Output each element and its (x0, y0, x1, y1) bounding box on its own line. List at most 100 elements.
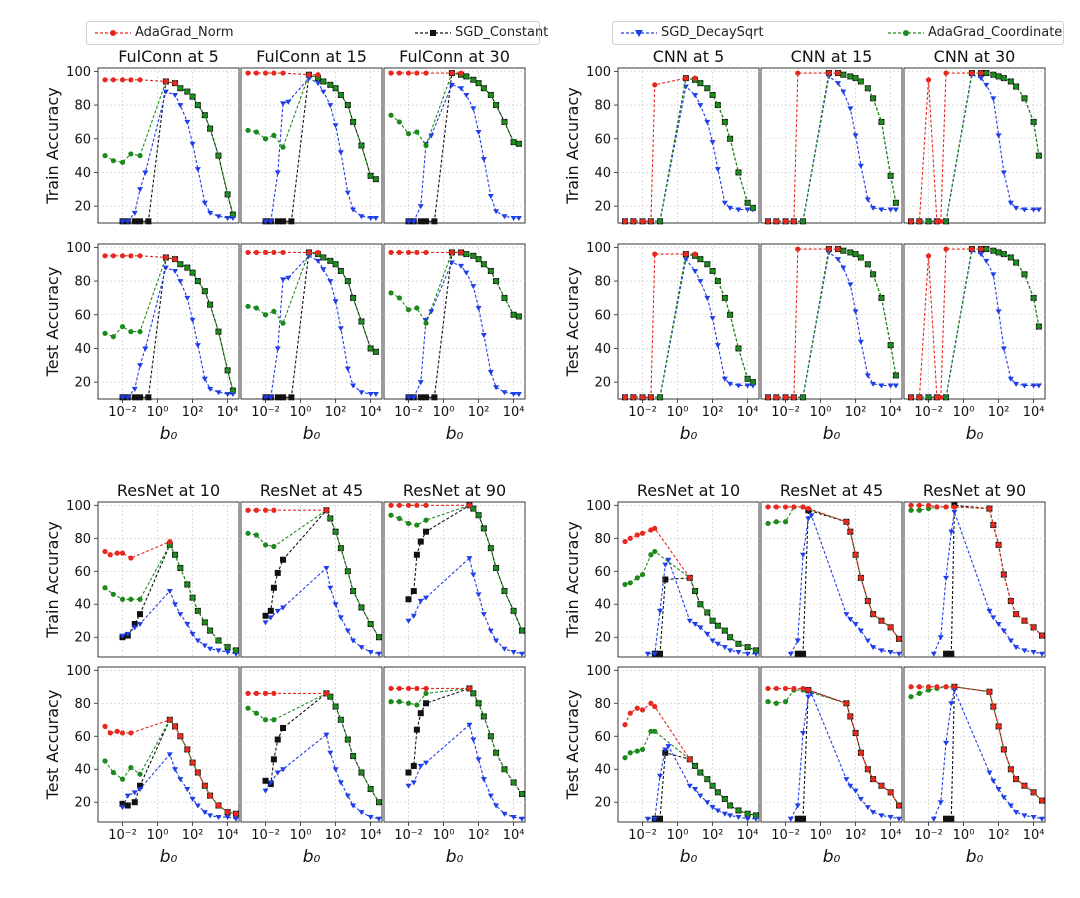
data-point (511, 312, 517, 318)
data-point (865, 598, 871, 604)
data-point (215, 390, 222, 396)
data-point (119, 776, 126, 782)
data-point (177, 612, 184, 618)
data-point (782, 218, 789, 224)
data-point (267, 780, 274, 786)
data-point (943, 504, 949, 510)
data-point (410, 219, 417, 225)
data-point (773, 218, 779, 224)
data-point (358, 604, 365, 611)
data-point (840, 248, 846, 254)
data-point (417, 204, 424, 210)
data-point (892, 207, 899, 213)
data-point (338, 545, 344, 551)
data-point (270, 756, 277, 763)
data-point (752, 816, 759, 822)
data-point (367, 815, 374, 821)
x-axis-label: b₀ (303, 424, 321, 444)
data-point (1013, 381, 1020, 387)
data-point (119, 800, 126, 807)
series-line (408, 84, 519, 222)
data-point (327, 82, 333, 88)
data-point (280, 725, 287, 732)
data-point (683, 251, 689, 257)
x-axis-label: b₀ (160, 847, 178, 867)
series-line (390, 72, 520, 147)
data-point (423, 249, 429, 256)
y-tick-label: 60 (594, 132, 611, 147)
data-point (262, 507, 269, 513)
data-point (417, 218, 424, 225)
data-point (189, 595, 196, 601)
data-point (493, 102, 499, 108)
data-point (644, 651, 651, 657)
data-point (1036, 323, 1042, 330)
panel-title: ResNet at 45 (260, 481, 363, 500)
data-point (350, 588, 356, 594)
data-point (327, 694, 333, 700)
data-point (938, 394, 944, 400)
data-point (943, 575, 950, 581)
data-point (285, 99, 292, 105)
data-point (119, 730, 126, 736)
data-point (908, 507, 914, 513)
data-point (735, 807, 742, 814)
data-point (727, 205, 734, 211)
data-point (727, 312, 733, 318)
data-point (1021, 383, 1028, 389)
data-point (887, 650, 894, 656)
data-point (951, 688, 958, 694)
series-line (911, 72, 1040, 222)
data-point (687, 756, 693, 762)
data-point (475, 130, 482, 136)
data-point (414, 522, 420, 528)
data-point (925, 502, 932, 508)
data-point (201, 810, 208, 816)
data-point (207, 126, 213, 132)
data-point (253, 305, 259, 311)
data-point (805, 694, 812, 700)
data-point (493, 565, 499, 571)
data-point (648, 728, 654, 734)
data-point (858, 575, 864, 581)
data-point (800, 685, 806, 692)
data-point (410, 780, 417, 786)
data-point (162, 89, 169, 95)
data-point (930, 816, 937, 822)
data-point (1038, 816, 1045, 822)
y-tick-label: 20 (594, 200, 611, 215)
data-point (493, 803, 500, 809)
data-point (857, 163, 864, 169)
series-line (104, 543, 237, 651)
data-point (750, 379, 756, 385)
data-point (692, 268, 699, 274)
x-tick-label: 10⁻² (394, 828, 423, 843)
data-point (727, 634, 733, 640)
data-point (896, 636, 902, 642)
data-point (414, 249, 420, 256)
data-point (852, 133, 859, 139)
data-point (519, 628, 525, 634)
data-point (194, 638, 201, 644)
data-point (1013, 205, 1020, 211)
data-point (119, 633, 126, 639)
data-point (888, 173, 894, 179)
data-point (320, 89, 327, 95)
data-point (697, 256, 703, 262)
data-point (665, 557, 672, 563)
panel-title: ResNet at 90 (923, 481, 1026, 500)
data-point (715, 789, 721, 795)
data-point (271, 70, 277, 76)
data-point (137, 596, 143, 602)
data-point (367, 650, 374, 656)
data-point (344, 793, 351, 799)
data-point (345, 102, 351, 108)
data-point (202, 783, 208, 789)
x-tick-label: 10⁻² (108, 828, 137, 843)
data-point (639, 571, 646, 578)
data-point (808, 513, 815, 519)
data-point (475, 306, 482, 312)
data-point (1021, 95, 1028, 101)
data-point (102, 758, 108, 764)
data-point (753, 647, 759, 654)
